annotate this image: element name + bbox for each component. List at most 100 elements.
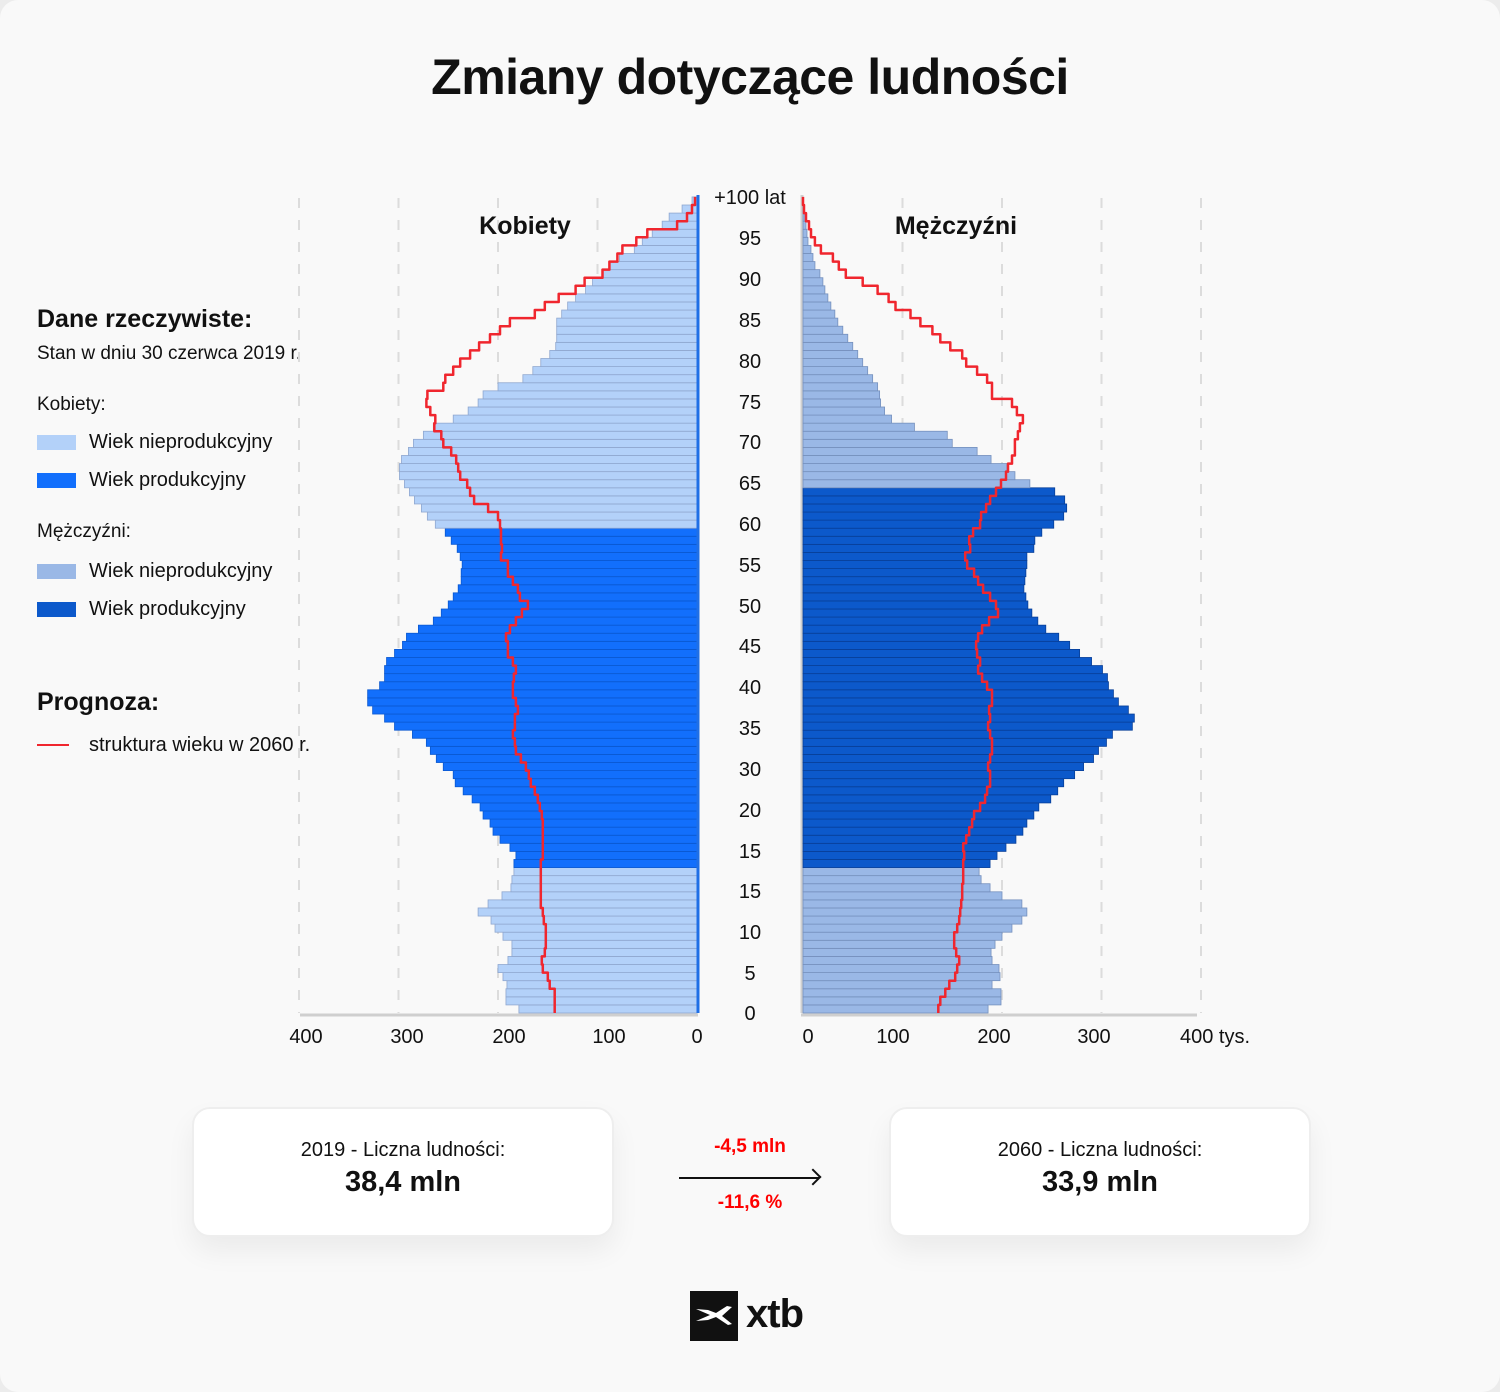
women-bar <box>435 754 698 763</box>
women-bar <box>459 552 698 561</box>
women-bar <box>444 527 698 537</box>
women-bar <box>422 430 698 440</box>
women-bar <box>386 657 698 666</box>
men-bar <box>802 438 953 448</box>
women-bar <box>461 560 698 570</box>
women-bar <box>399 471 698 481</box>
men-bar <box>802 649 1081 658</box>
men-bar <box>802 301 832 311</box>
men-bar <box>802 802 1040 812</box>
age-tick-label: 40 <box>739 677 761 699</box>
population-2060-value: 33,9 mln <box>1041 1166 1159 1198</box>
xtb-wordmark: xtb <box>746 1292 804 1336</box>
men-bar <box>802 770 1076 780</box>
women-bar <box>540 358 698 367</box>
women-bar <box>532 366 698 376</box>
men-bar <box>802 446 978 456</box>
age-tick-label: 75 <box>739 392 761 414</box>
legend-actual-date: Stan w dniu 30 czerwca 2019 r. <box>37 343 302 364</box>
men-bar <box>802 325 844 335</box>
women-bar <box>522 374 698 384</box>
age-tick-label: 5 <box>744 963 755 985</box>
legend-swatch-women-nonproductive <box>37 435 76 450</box>
men-bar <box>802 552 1028 561</box>
men-bar <box>802 980 993 990</box>
age-tick-label: 60 <box>739 514 761 536</box>
men-bar <box>802 657 1092 666</box>
men-bar <box>802 455 992 464</box>
women-bar <box>429 745 698 755</box>
legend-actual-heading: Dane rzeczywiste: <box>37 305 253 333</box>
women-bar <box>518 1004 698 1014</box>
population-2060-label: 2060 - Liczna ludności: <box>997 1139 1203 1161</box>
men-bar <box>802 923 1013 933</box>
women-bar <box>399 463 698 473</box>
men-bar <box>802 624 1047 634</box>
men-bar <box>802 543 1035 553</box>
men-bar <box>802 382 879 392</box>
men-bar <box>802 705 1129 715</box>
legend-swatch-women-productive <box>37 473 76 488</box>
men-bar <box>802 988 1002 998</box>
x-tick-label-left: 100 <box>592 1026 625 1048</box>
women-bar <box>467 406 698 416</box>
women-bar <box>492 826 698 836</box>
population-2019-card: 2019 - Liczna ludności: 38,4 mln <box>192 1107 614 1237</box>
men-bar <box>802 366 869 376</box>
women-bar <box>434 519 698 529</box>
women-bar <box>585 285 698 295</box>
women-bar <box>379 681 698 691</box>
men-bar <box>802 729 1113 739</box>
women-bar <box>384 673 698 683</box>
population-2019-label: 2019 - Liczna ludności: <box>300 1139 506 1161</box>
men-bar <box>802 794 1052 804</box>
women-bar <box>456 543 698 553</box>
men-bar <box>802 665 1103 675</box>
women-bar <box>618 253 698 262</box>
men-bar <box>802 851 998 860</box>
men-bar <box>802 244 812 254</box>
women-bar <box>367 689 698 699</box>
women-bar <box>490 915 698 925</box>
men-bar <box>802 915 1023 925</box>
x-tick-label-left: 400 <box>289 1026 322 1048</box>
women-bar <box>452 414 698 424</box>
age-tick-label: 70 <box>739 432 761 454</box>
men-bar <box>802 487 1056 497</box>
women-bar <box>509 842 698 852</box>
women-bar <box>460 568 698 578</box>
men-bar <box>802 471 1016 481</box>
men-bar <box>802 341 854 351</box>
women-bar <box>401 455 698 464</box>
women-bar <box>641 236 698 246</box>
women-bar <box>477 398 698 408</box>
men-bar <box>802 576 1026 586</box>
men-bar <box>802 495 1066 505</box>
women-bar <box>497 382 698 392</box>
age-tick-label: 55 <box>739 555 761 577</box>
men-bar <box>802 745 1099 755</box>
legend-swatch-men-nonproductive <box>37 564 76 579</box>
age-tick-label: 95 <box>739 228 761 250</box>
women-bar <box>450 535 698 545</box>
age-tick-label: 90 <box>739 269 761 291</box>
women-bar <box>404 479 698 489</box>
women-bar <box>502 972 698 982</box>
men-bar <box>802 269 821 279</box>
age-tick-label: 45 <box>739 636 761 658</box>
men-bar <box>802 228 808 238</box>
women-bar <box>556 317 698 327</box>
men-bar <box>802 786 1059 796</box>
men-bar <box>802 891 1003 901</box>
men-bar <box>802 875 982 885</box>
men-bar <box>802 697 1119 707</box>
axis-labels: 0 5 10 15 15 20 30 35 40 45 50 55 60 65 70 75 80 85 90 95 +1… <box>289 187 1250 1048</box>
women-bar <box>482 390 698 400</box>
women-bar <box>413 438 698 448</box>
x-tick-label-left: 0 <box>691 1026 702 1048</box>
age-tick-label: 15 <box>739 841 761 863</box>
population-change-absolute: -4,5 mln <box>714 1136 786 1157</box>
men-2060-forecast-line <box>801 196 1025 1013</box>
age-tick-label: +100 lat <box>714 187 786 209</box>
x-tick-label-right: 200 <box>977 1026 1010 1048</box>
